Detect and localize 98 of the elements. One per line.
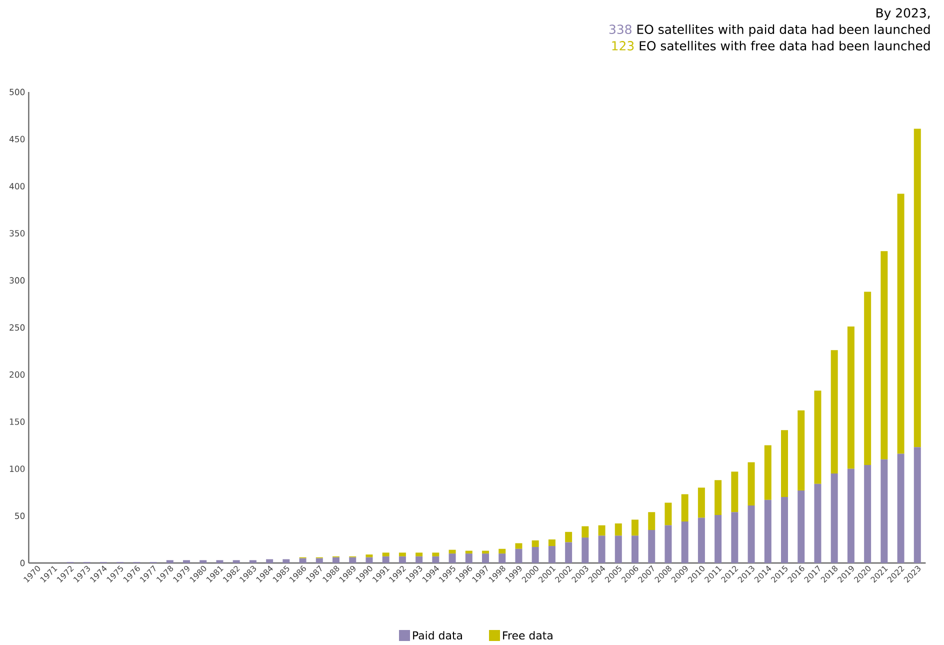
bar <box>416 556 423 563</box>
bar <box>814 484 822 563</box>
bar <box>914 128 921 448</box>
bar <box>632 520 639 536</box>
bar <box>897 454 904 563</box>
bar <box>249 560 256 563</box>
bar <box>532 546 539 563</box>
y-tick-label: 100 <box>10 466 25 472</box>
text: 338 <box>609 24 632 34</box>
bar <box>548 539 556 546</box>
bar <box>332 557 340 563</box>
bar <box>465 550 472 554</box>
y-tick-label: 500 <box>10 88 25 96</box>
bar <box>764 500 772 563</box>
bar <box>432 556 440 563</box>
bar <box>880 459 888 563</box>
bar <box>582 538 589 563</box>
bar <box>183 560 190 563</box>
bar <box>598 525 606 536</box>
bar <box>282 559 290 563</box>
y-tick-label: 150 <box>10 418 25 425</box>
bar <box>864 465 872 563</box>
bar <box>632 536 639 563</box>
bar <box>565 532 572 542</box>
bar <box>880 251 888 460</box>
bar <box>200 560 207 563</box>
y-tick-label: 350 <box>10 230 25 236</box>
bar <box>448 554 456 563</box>
bar <box>266 559 274 563</box>
chart-title: By 2023, <box>876 8 930 20</box>
bar <box>382 556 390 563</box>
bar <box>532 540 539 547</box>
bar <box>548 546 556 563</box>
text: EO satellites with paid data had been launched <box>637 24 930 36</box>
bar <box>498 548 506 554</box>
bar <box>398 552 406 556</box>
bar <box>830 473 838 563</box>
bar <box>847 326 854 469</box>
bar <box>366 554 373 558</box>
bar <box>714 480 722 515</box>
bar <box>448 550 456 554</box>
bar <box>830 350 838 474</box>
bar <box>366 557 373 563</box>
y-tick-label: 300 <box>10 277 25 284</box>
legend-label: Free data <box>503 631 552 640</box>
bar <box>382 552 390 556</box>
bar <box>814 390 822 484</box>
bar <box>698 518 705 563</box>
bar <box>714 514 722 563</box>
bar <box>681 494 688 522</box>
bar <box>316 558 323 563</box>
bar <box>748 506 755 563</box>
bar <box>748 462 755 506</box>
bar <box>166 560 174 563</box>
bar <box>914 447 921 563</box>
bar <box>798 410 805 490</box>
y-tick-label: 400 <box>9 182 25 190</box>
bar <box>432 552 440 556</box>
bar <box>398 556 406 563</box>
bar <box>614 523 622 536</box>
bar <box>515 543 522 549</box>
bar <box>648 512 656 530</box>
bar <box>515 548 522 563</box>
bar <box>582 526 589 538</box>
bar <box>864 292 872 466</box>
bar <box>482 554 490 563</box>
bar <box>897 194 904 454</box>
bar <box>416 552 423 556</box>
bar <box>565 542 572 563</box>
bar <box>232 560 240 563</box>
bar <box>698 488 705 518</box>
bar <box>498 554 506 563</box>
bar <box>681 522 688 563</box>
bar <box>847 468 854 563</box>
bar <box>731 512 738 563</box>
text: EO satellites with free data had been launched <box>640 40 930 50</box>
bar <box>598 536 606 563</box>
y-tick-label: 0 <box>20 560 25 566</box>
bar <box>798 490 805 563</box>
bar <box>664 502 672 526</box>
text: 123 <box>612 41 634 50</box>
y-tick-label: 50 <box>15 512 25 520</box>
bar <box>216 560 224 563</box>
bar <box>664 525 672 563</box>
bar <box>648 530 656 563</box>
bar <box>781 497 788 563</box>
bar <box>764 445 772 500</box>
bar <box>614 536 622 563</box>
bar <box>482 550 490 554</box>
y-tick-label: 450 <box>9 136 25 142</box>
bar <box>731 472 738 512</box>
bar <box>299 558 306 563</box>
y-tick-label: 250 <box>10 324 25 331</box>
y-tick-label: 200 <box>10 371 25 378</box>
bar <box>465 554 472 563</box>
bar <box>349 557 356 563</box>
legend-label: Paid data <box>413 631 462 640</box>
bar <box>781 430 788 498</box>
